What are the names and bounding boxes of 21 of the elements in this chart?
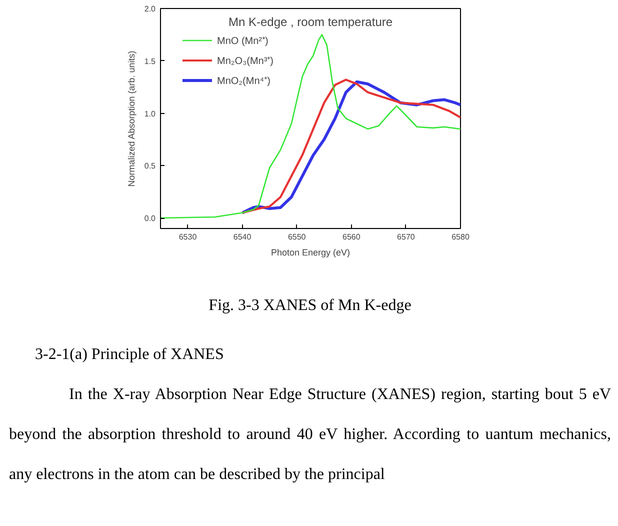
x-axis-title: Photon Energy (eV) [270, 248, 350, 258]
y-tick-label: 2.0 [144, 4, 156, 14]
x-tick-label: 6540 [233, 232, 252, 242]
y-tick-label: 1.0 [144, 109, 156, 118]
y-tick-label: 0.0 [144, 214, 156, 224]
legend-label: MnO (Mn²⁺) [217, 35, 268, 47]
y-tick-label: 0.5 [144, 162, 156, 171]
legend-label: Mn₂O₃(Mn³⁺) [217, 55, 274, 67]
x-tick-label: 6530 [178, 232, 198, 242]
caption: Fig. 3-3 XANES of Mn K-edge [208, 296, 412, 316]
line-series [160, 34, 460, 219]
x-tick-label: 6580 [452, 232, 470, 242]
x-tick-label: 6550 [288, 232, 306, 242]
x-tick-label: 6560 [342, 232, 361, 242]
x-tick-label: 6570 [397, 232, 416, 242]
legend-label: MnO₂(Mn⁴⁺) [217, 75, 270, 87]
text: Mn K-edge , room temperature [228, 14, 393, 29]
y-axis-title: Normalized Absorption (arb. units) [126, 50, 136, 187]
text: 3-2-1(a) Principle of XANES [35, 344, 225, 365]
y-tick-label: 1.5 [144, 56, 156, 66]
text: In the X-ray Absorption Near Edge Structure (XANES) region, starting bout 5 eV beyond the absorption threshold to around 40 eV higher. According to uantum mechanics, any electrons in the atom can be described by the principal [9, 386, 611, 483]
